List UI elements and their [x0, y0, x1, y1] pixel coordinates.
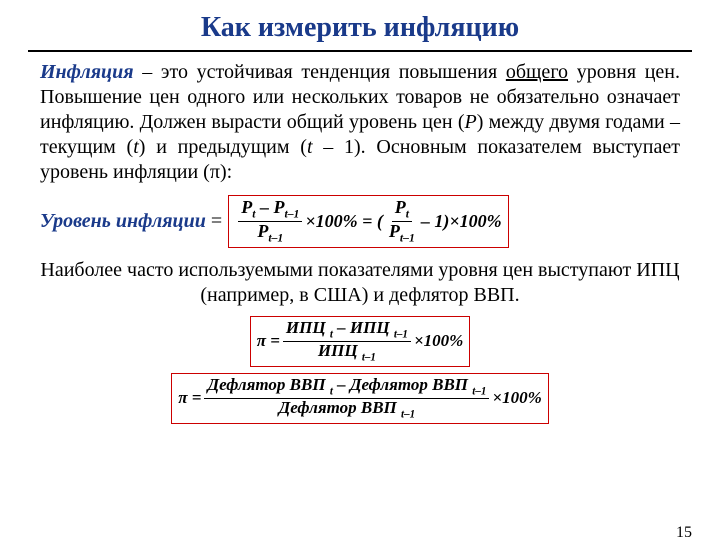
defl-times100: ×100% [492, 388, 541, 408]
sub-t1: t–1 [284, 208, 299, 221]
deflator-formula: π = Дефлятор ВВП t – Дефлятор ВВП t–1 Де… [171, 373, 549, 424]
ipc-sub-t1: t–1 [394, 328, 408, 340]
var-P: P [464, 111, 476, 133]
title-rule [28, 50, 692, 52]
inflation-level-row: Уровень инфляции = Pt – Pt–1 Pt–1 ×100% … [40, 195, 680, 248]
P-t1: P [273, 197, 284, 217]
ipc-den-sub: t–1 [362, 351, 376, 363]
defl-frac: Дефлятор ВВП t – Дефлятор ВВП t–1 Дефлят… [204, 376, 489, 421]
den-P: P [257, 221, 268, 241]
term-inflation: Инфляция [40, 61, 134, 83]
def-minus1: – 1 [313, 136, 355, 158]
den-sub-2: t–1 [400, 231, 415, 244]
defl-t1: Дефлятор ВВП [350, 375, 472, 394]
ipc-minus: – [333, 318, 350, 337]
ipc-den-v: ИПЦ [318, 341, 362, 360]
sub-t-2: t [406, 208, 409, 221]
ipc-t1: ИПЦ [350, 318, 394, 337]
ipc-num: ИПЦ t – ИПЦ t–1 [283, 319, 411, 342]
ipc-den: ИПЦ t–1 [315, 342, 379, 364]
defl-num: Дефлятор ВВП t – Дефлятор ВВП t–1 [204, 376, 489, 399]
equals-sign: = [206, 210, 222, 232]
def-underlined: общего [506, 61, 568, 83]
frac-1-den: Pt–1 [254, 222, 286, 245]
definition-paragraph: Инфляция – это устойчивая тенденция повы… [40, 60, 680, 185]
defl-sub-t1: t–1 [472, 385, 486, 397]
defl-minus: – [333, 375, 350, 394]
ipc-formula-row: π = ИПЦ t – ИПЦ t–1 ИПЦ t–1 ×100% [0, 316, 720, 367]
def-text-1: – это устойчивая тенденция повышения [134, 61, 506, 83]
P-t: P [241, 197, 252, 217]
ipc-t: ИПЦ [286, 318, 330, 337]
minus-1: – [255, 197, 273, 217]
pi-eq-1: π = [257, 331, 280, 351]
deflator-formula-row: π = Дефлятор ВВП t – Дефлятор ВВП t–1 Де… [0, 373, 720, 424]
times100-2: ×100% [449, 211, 501, 232]
ipc-times100: ×100% [414, 331, 463, 351]
page-number: 15 [676, 524, 692, 542]
defl-den-sub: t–1 [401, 408, 415, 420]
times100-1: ×100% = ( [305, 211, 383, 232]
ipc-frac: ИПЦ t – ИПЦ t–1 ИПЦ t–1 [283, 319, 411, 364]
P-t-2: P [395, 197, 406, 217]
inflation-level-formula: Pt – Pt–1 Pt–1 ×100% = ( Pt Pt–1 – 1)×10… [228, 195, 508, 248]
pi-eq-2: π = [178, 388, 201, 408]
term-inflation-level: Уровень инфляции [40, 210, 206, 232]
den-sub: t–1 [268, 231, 283, 244]
frac-2: Pt Pt–1 [386, 198, 418, 245]
minus1-close: – 1) [421, 211, 450, 232]
frac-1: Pt – Pt–1 Pt–1 [238, 198, 302, 245]
defl-t: Дефлятор ВВП [207, 375, 329, 394]
def-text-4: ) и предыдущим ( [139, 136, 307, 158]
defl-den-v: Дефлятор ВВП [279, 398, 401, 417]
defl-den: Дефлятор ВВП t–1 [276, 399, 419, 421]
inflation-level-label: Уровень инфляции = [40, 210, 222, 233]
frac-1-num: Pt – Pt–1 [238, 198, 302, 222]
page-title: Как измерить инфляцию [0, 12, 720, 44]
ipc-formula: π = ИПЦ t – ИПЦ t–1 ИПЦ t–1 ×100% [250, 316, 471, 367]
den-P-2: P [389, 221, 400, 241]
frac-2-num: Pt [392, 198, 412, 222]
indicators-paragraph: Наиболее часто используемыми показателям… [40, 258, 680, 308]
frac-2-den: Pt–1 [386, 222, 418, 245]
